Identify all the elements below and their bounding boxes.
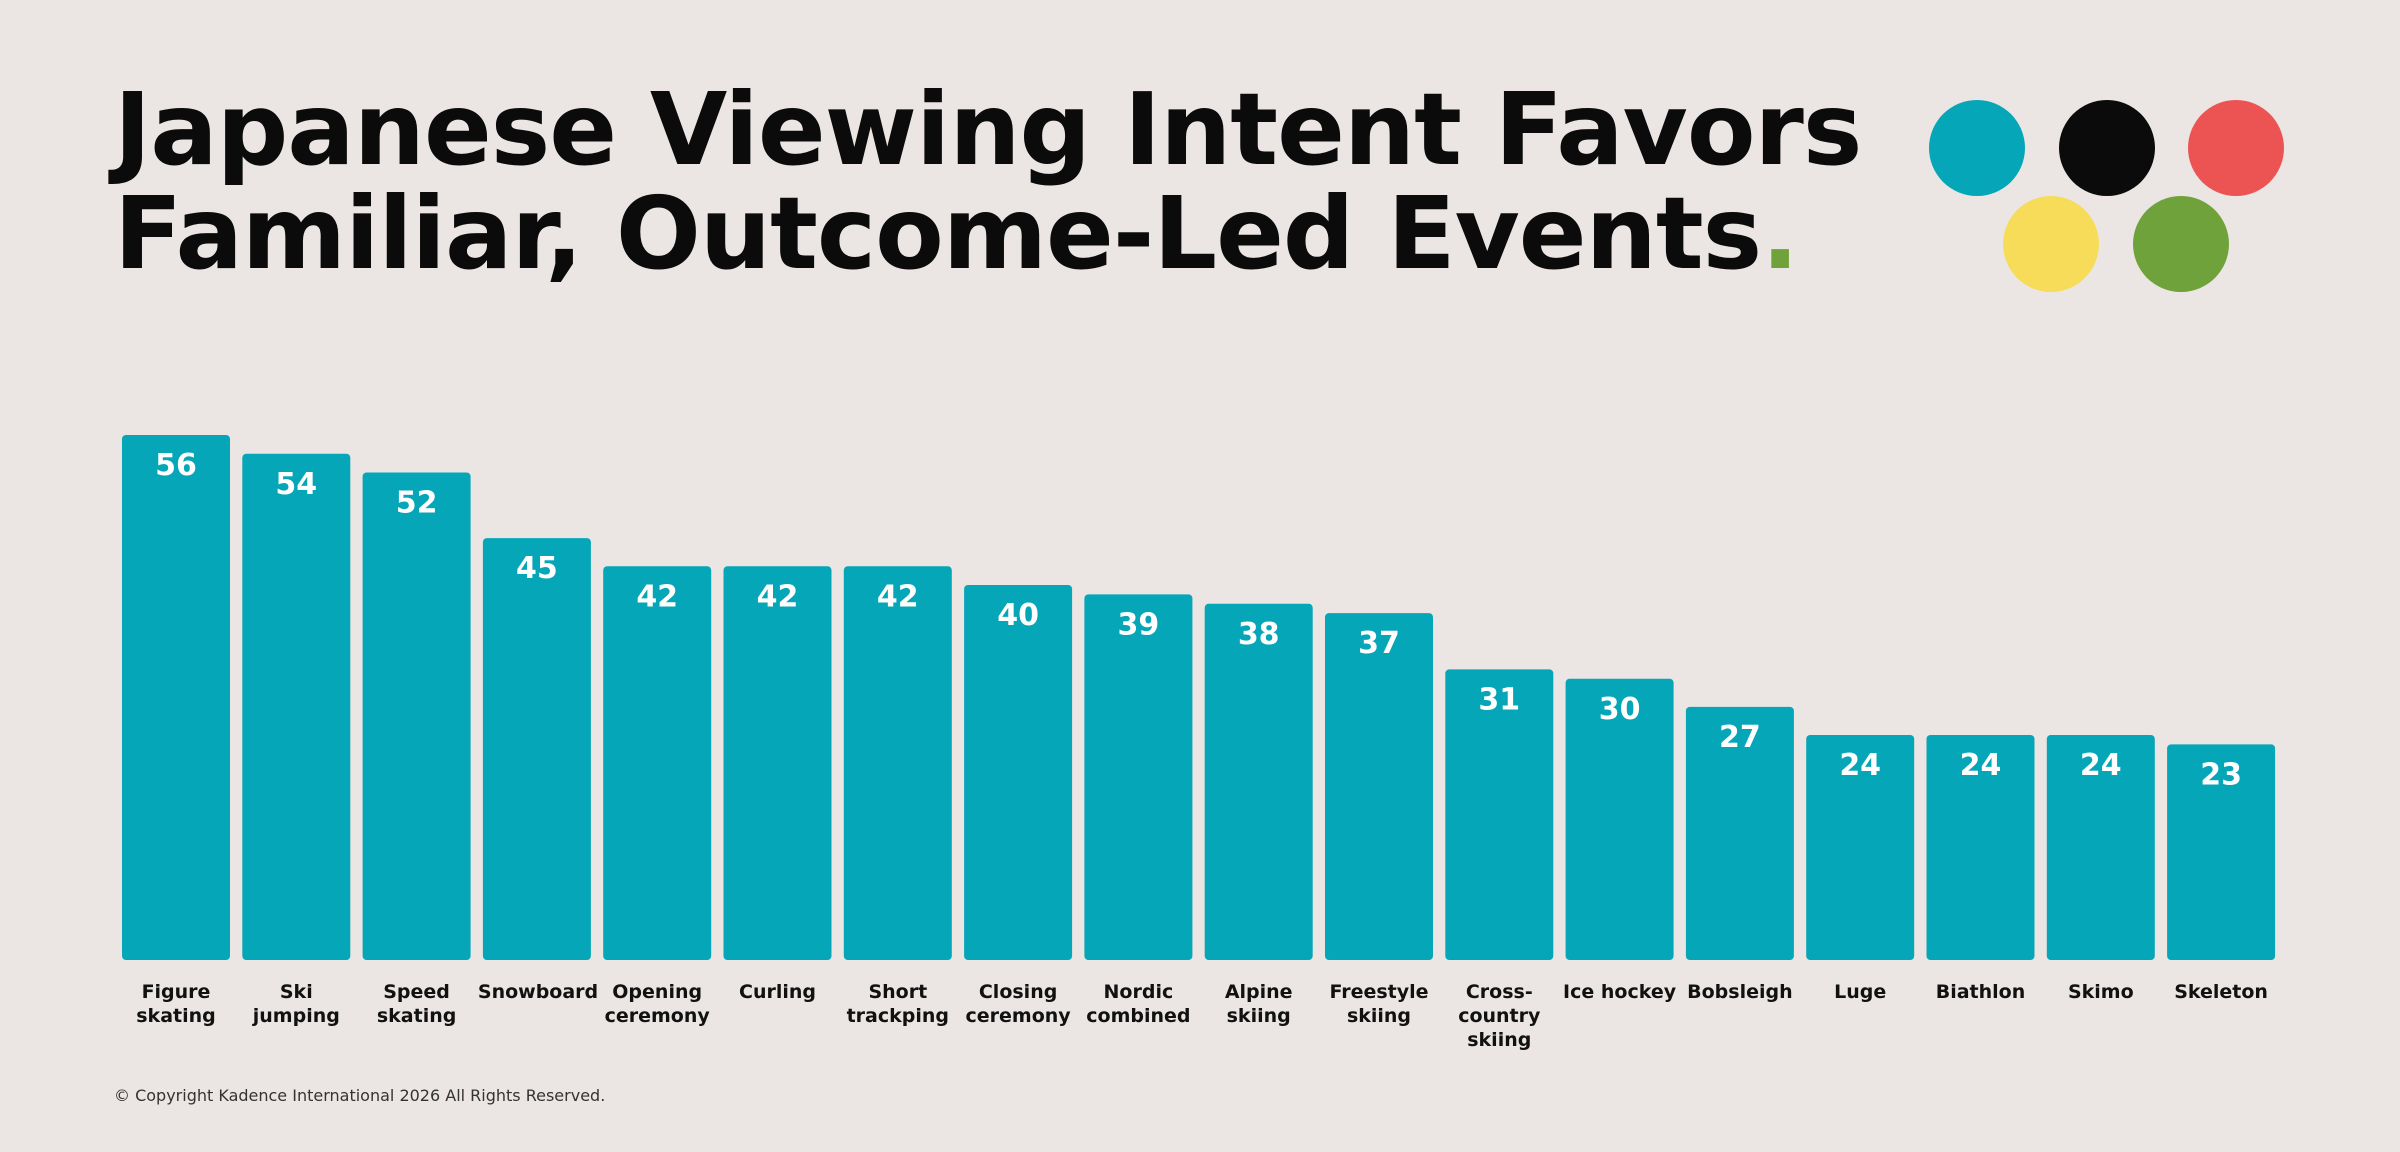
value-label: 24: [2080, 748, 2122, 783]
category-label: Cross-country skiing: [1458, 981, 1541, 1051]
category-label: Speed skating: [376, 981, 457, 1027]
value-label: 52: [396, 486, 438, 521]
bar: [2046, 735, 2155, 960]
bar: [964, 585, 1073, 960]
bar: [1565, 678, 1674, 960]
value-label: 54: [275, 467, 317, 502]
bar: [2167, 744, 2276, 960]
value-label: 39: [1118, 607, 1160, 642]
bar: [242, 453, 351, 960]
bar: [1445, 669, 1554, 960]
value-label: 27: [1719, 720, 1761, 755]
value-label: 42: [636, 579, 678, 614]
category-label: Luge: [1834, 981, 1887, 1003]
category-label: Bobsleigh: [1687, 981, 1793, 1003]
title-line: Familiar, Outcome-Led Events.: [114, 182, 1861, 286]
footer: © Copyright Kadence International 2026 A…: [114, 1086, 606, 1105]
category-label: Skimo: [2067, 981, 2134, 1003]
bar: [1204, 603, 1313, 960]
title-mark: .: [1761, 175, 1799, 292]
bar: [482, 538, 591, 960]
icon: [1929, 100, 2025, 196]
category-label: Snowboard: [477, 981, 599, 1003]
bar: [603, 566, 712, 960]
bar: [1084, 594, 1193, 960]
value-label: 24: [1839, 748, 1881, 783]
bar: [1806, 735, 1915, 960]
category-label: Skeleton: [2174, 981, 2268, 1003]
value-label: 31: [1478, 682, 1520, 717]
value-label: 45: [516, 551, 558, 586]
icons: [1929, 100, 2284, 292]
value-label: 42: [757, 579, 799, 614]
bar: [1325, 613, 1433, 960]
value-label: 56: [155, 448, 197, 483]
category-label: Ski jumping: [252, 981, 340, 1027]
icon: [2003, 196, 2099, 292]
bar: [362, 472, 471, 960]
icon: [2133, 196, 2229, 292]
bar: [723, 566, 832, 960]
category-label: Closing ceremony: [965, 981, 1071, 1027]
category-label: Short trackping: [846, 981, 949, 1027]
bar: [843, 566, 952, 960]
bar: [1685, 706, 1794, 960]
value-label: 40: [997, 598, 1039, 633]
value-label: 30: [1599, 692, 1641, 727]
category-label: Biathlon: [1935, 981, 2026, 1003]
bar: [1926, 735, 2035, 960]
category-label: Alpine skiing: [1224, 981, 1293, 1027]
category-label: Opening ceremony: [604, 981, 710, 1027]
category-label: Nordic combined: [1086, 981, 1191, 1027]
value-label: 38: [1238, 617, 1280, 652]
chart-title: Japanese Viewing Intent Favors Familiar, …: [114, 71, 1862, 286]
title-line-text: Familiar, Outcome-Led Events: [114, 175, 1762, 292]
category-label: Figure skating: [136, 981, 216, 1027]
category-label: Curling: [739, 981, 816, 1003]
value-label: 42: [877, 579, 919, 614]
value-label: 37: [1358, 626, 1400, 661]
title-line: Japanese Viewing Intent Favors: [114, 71, 1862, 188]
icon: [2059, 100, 2155, 196]
icon: [2188, 100, 2284, 196]
bar: [122, 435, 230, 960]
value-label: 24: [1960, 748, 2002, 783]
category-label: Ice hockey: [1563, 981, 1677, 1003]
value-label: 23: [2200, 757, 2242, 792]
category-label: Freestyle skiing: [1329, 981, 1429, 1027]
